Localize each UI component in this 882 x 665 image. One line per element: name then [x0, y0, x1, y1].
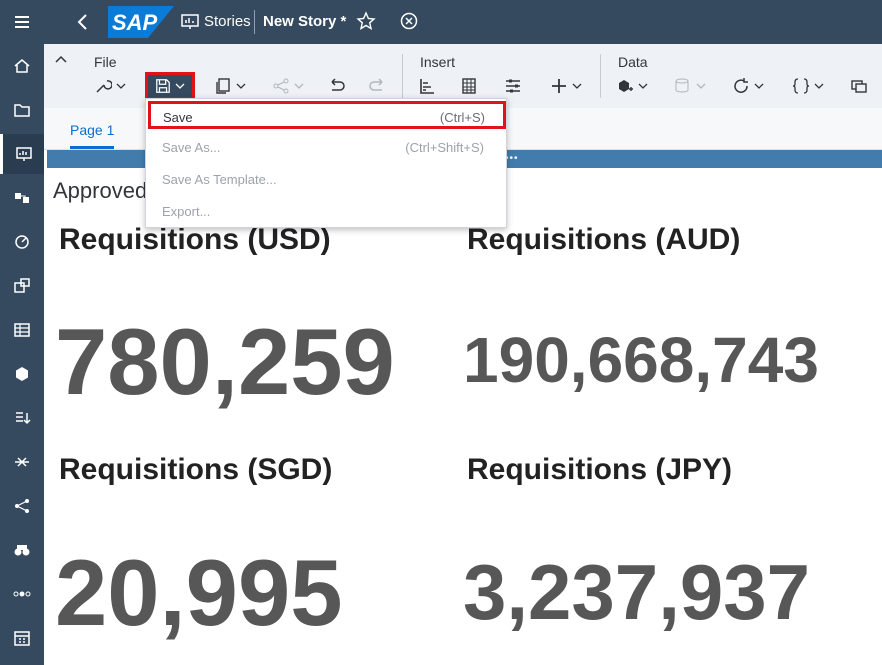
more-options-icon[interactable]: ••• [505, 153, 519, 164]
formula-button[interactable] [792, 76, 824, 96]
input-control-icon [506, 79, 520, 93]
chevron-down-icon [294, 83, 304, 89]
shell-bar: SAP Stories New Story * [44, 0, 882, 44]
menu-item-shortcut: (Ctrl+Shift+S) [405, 140, 484, 155]
connections-icon[interactable] [0, 486, 44, 526]
data-flow-icon[interactable] [0, 442, 44, 482]
tile-title-usd: Requisitions (USD) [59, 223, 331, 256]
add-data-button[interactable] [616, 76, 648, 96]
active-tab-indicator [70, 146, 114, 149]
tile-title-aud: Requisitions (AUD) [467, 223, 741, 256]
overlay-windows-icon [851, 80, 867, 93]
back-icon[interactable] [74, 12, 92, 32]
toolbar-divider [402, 54, 403, 98]
refresh-icon [734, 78, 748, 93]
calendar-icon[interactable] [0, 618, 44, 658]
chevron-down-icon [696, 83, 706, 89]
share-icon [273, 78, 289, 94]
workflow-icon[interactable] [0, 574, 44, 614]
data-source-button[interactable] [674, 76, 706, 96]
braces-icon [792, 78, 810, 94]
sap-logo[interactable]: SAP [108, 6, 174, 38]
chevron-down-icon [638, 83, 648, 89]
chevron-down-icon [814, 83, 824, 89]
tile-title-sgd: Requisitions (SGD) [59, 453, 333, 486]
explorer-icon[interactable] [0, 530, 44, 570]
insert-add-button[interactable] [550, 76, 582, 96]
data-group-label: Data [618, 54, 648, 70]
stories-icon [181, 14, 199, 29]
refresh-button[interactable] [732, 76, 764, 96]
unsaved-marker: * [340, 13, 347, 30]
share-button[interactable] [272, 76, 304, 96]
model-cube-icon[interactable] [0, 354, 44, 394]
copy-button[interactable] [214, 76, 246, 96]
toolbar-divider [600, 54, 601, 98]
insert-filter-button[interactable] [504, 76, 522, 96]
datasets-icon[interactable] [0, 310, 44, 350]
redo-icon [369, 78, 383, 91]
digital-boardroom-icon[interactable] [0, 222, 44, 262]
undo-button[interactable] [328, 76, 346, 96]
menu-item-save-as-template[interactable]: Save As Template... [146, 163, 506, 195]
menu-item-shortcut: (Ctrl+S) [439, 110, 485, 125]
canvas-header-text: Approved [53, 178, 148, 203]
menu-item-save[interactable]: Save (Ctrl+S) [148, 101, 506, 129]
redo-button[interactable] [368, 76, 386, 96]
insert-group-label: Insert [420, 54, 456, 70]
left-navigation [0, 0, 44, 665]
story-canvas: ••• Approved Requisitions (USD) 780,259 … [47, 150, 882, 665]
menu-item-save-as[interactable]: Save As... (Ctrl+Shift+S) [146, 131, 506, 163]
menu-item-label: Export... [162, 204, 211, 219]
insert-table-button[interactable] [460, 76, 478, 96]
collapse-toolbar-icon[interactable] [54, 54, 68, 64]
tile-value-aud: 190,668,743 [463, 324, 819, 396]
menu-item-label: Save As... [162, 140, 221, 155]
tile-title-jpy: Requisitions (JPY) [467, 453, 733, 486]
smart-assist-icon[interactable] [0, 266, 44, 306]
stories-icon[interactable] [0, 134, 44, 174]
copy-icon [216, 78, 230, 94]
undo-icon [331, 78, 345, 91]
toolbar: File Insert [44, 44, 882, 108]
table-icon [462, 78, 476, 94]
tile-value-usd: 780,259 [55, 309, 395, 414]
tab-page-1[interactable]: Page 1 [70, 122, 115, 138]
menu-item-export[interactable]: Export... [146, 195, 506, 227]
save-menu-button[interactable] [145, 72, 195, 100]
save-dropdown-menu: Save (Ctrl+S) Save As... (Ctrl+Shift+S) … [145, 98, 507, 228]
menu-item-label: Save [163, 110, 193, 125]
chevron-down-icon [116, 83, 126, 89]
breadcrumb-stories[interactable]: Stories [204, 13, 251, 30]
save-disk-icon [156, 79, 170, 93]
file-group-label: File [94, 54, 117, 70]
wrench-icon [96, 80, 112, 93]
plus-icon [552, 79, 566, 93]
data-import-icon[interactable] [0, 398, 44, 438]
chevron-down-icon [572, 83, 582, 89]
add-data-cube-icon [619, 80, 633, 92]
chevron-down-icon [236, 83, 246, 89]
story-title: New Story * [263, 13, 347, 30]
database-icon [675, 78, 689, 93]
menu-icon[interactable] [0, 2, 44, 42]
folder-icon[interactable] [0, 90, 44, 130]
chevron-down-icon [754, 83, 764, 89]
favorite-star-icon[interactable] [356, 11, 376, 31]
menu-item-label: Save As Template... [162, 172, 277, 187]
svg-text:SAP: SAP [112, 10, 158, 35]
chevron-down-icon [175, 83, 185, 89]
home-icon[interactable] [0, 46, 44, 86]
tile-value-jpy: 3,237,937 [463, 548, 811, 636]
insert-chart-button[interactable] [418, 76, 436, 96]
view-mode-button[interactable] [850, 76, 868, 96]
shell-divider [254, 10, 255, 34]
tools-button[interactable] [94, 76, 126, 96]
analytic-app-icon[interactable] [0, 178, 44, 218]
close-icon[interactable] [400, 12, 418, 30]
tile-value-sgd: 20,995 [55, 540, 343, 645]
bar-chart-icon [420, 79, 434, 94]
